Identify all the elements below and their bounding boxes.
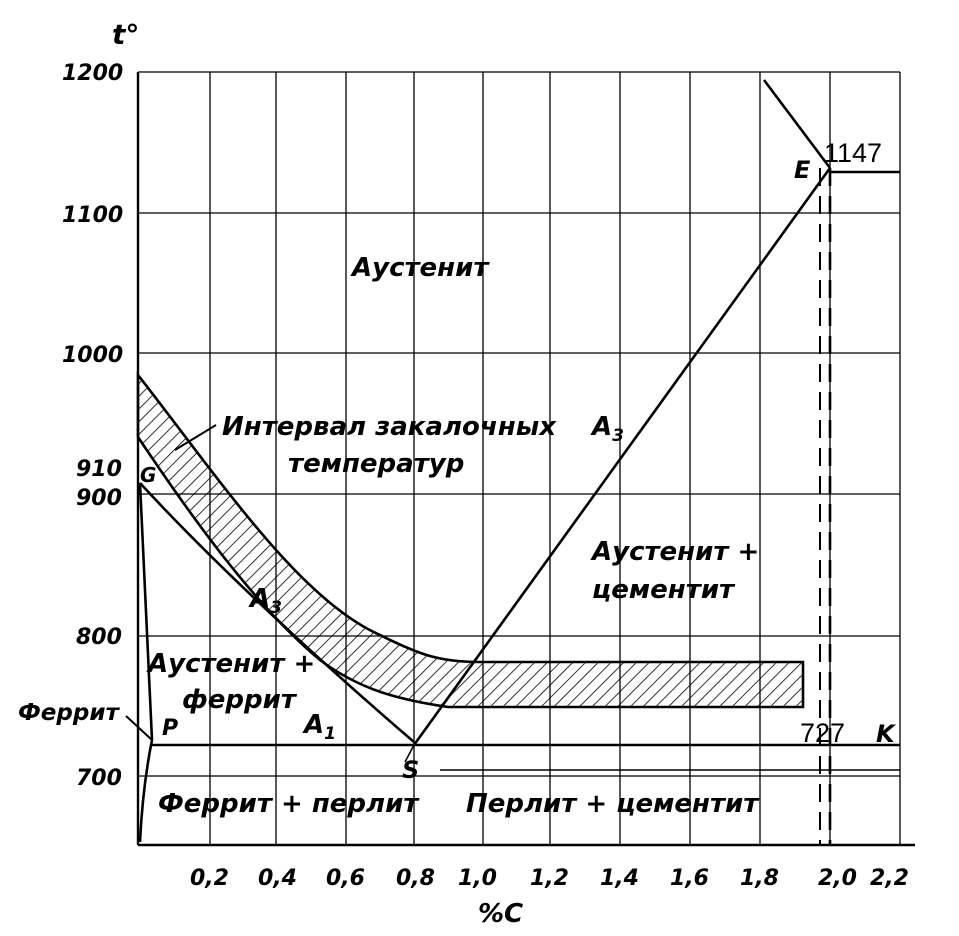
x-tick-0-4: 0,4	[258, 866, 297, 891]
y-tick-910: 910	[76, 457, 122, 482]
point-e: E	[794, 156, 811, 184]
point-s: S	[402, 756, 419, 784]
y-tick-1000: 1000	[62, 343, 123, 368]
x-tick-1-0: 1,0	[458, 866, 497, 891]
label-a3-left: A3	[248, 584, 282, 618]
phase-lines	[125, 79, 900, 845]
y-tick-700: 700	[76, 766, 122, 791]
grid	[138, 71, 900, 845]
point-k: K	[876, 720, 897, 748]
label-quench-interval-2: температур	[288, 449, 464, 479]
y-tick-1100: 1100	[62, 203, 123, 228]
label-ferrite-pearlite: Феррит + перлит	[158, 789, 420, 819]
x-tick-2-0: 2,0	[818, 866, 857, 891]
x-tick-2-2: 2,2	[870, 866, 909, 891]
quench-interval-band	[136, 371, 805, 709]
label-a1: A1	[302, 710, 336, 744]
label-austenite: Аустенит	[350, 253, 490, 283]
y-tick-1200: 1200	[62, 61, 123, 86]
temp-1147: 1147	[824, 138, 882, 168]
axes-frame	[136, 72, 915, 847]
gp-line	[138, 482, 154, 741]
label-austenite-cementite-2: цементит	[592, 575, 736, 605]
gs-line	[139, 482, 415, 743]
temp-727: 727	[800, 718, 845, 748]
label-a3-right: A3	[590, 412, 624, 446]
e-upper-line	[762, 79, 832, 169]
line-labels: A3 A3 A1	[248, 412, 624, 744]
y-axis-title: t°	[112, 18, 139, 51]
x-tick-1-6: 1,6	[670, 866, 709, 891]
y-tick-800: 800	[76, 625, 122, 650]
point-p: P	[162, 716, 178, 741]
x-tick-0-2: 0,2	[190, 866, 229, 891]
label-ferrite: Феррит	[18, 700, 120, 726]
x-axis-title: %C	[478, 899, 523, 929]
label-austenite-ferrite-2: феррит	[182, 685, 298, 715]
region-labels: Аустенит Интервал закалочных температур …	[18, 253, 760, 819]
interval-pointer	[174, 424, 217, 451]
se-line	[412, 167, 832, 746]
label-pearlite-cementite: Перлит + цементит	[466, 789, 760, 819]
label-austenite-cementite-1: Аустенит +	[590, 537, 759, 567]
point-g: G	[140, 463, 156, 487]
point-labels: G P S E K 1147 727	[140, 138, 897, 784]
x-tick-0-8: 0,8	[396, 866, 435, 891]
x-tick-1-8: 1,8	[740, 866, 779, 891]
x-tick-labels: 0,2 0,4 0,6 0,8 1,0 1,2 1,4 1,6 1,8 2,0 …	[190, 866, 909, 891]
label-quench-interval-1: Интервал закалочных	[222, 412, 557, 442]
label-austenite-ferrite-1: Аустенит +	[146, 649, 315, 679]
x-tick-1-2: 1,2	[530, 866, 569, 891]
ferrite-pointer	[125, 715, 153, 741]
y-tick-labels: 1200 1100 1000 910 900 800 700	[62, 61, 123, 791]
s-pointer	[404, 744, 415, 763]
x-tick-1-4: 1,4	[600, 866, 639, 891]
x-tick-0-6: 0,6	[326, 866, 365, 891]
y-tick-900: 900	[76, 486, 122, 511]
pq-line	[138, 739, 154, 843]
